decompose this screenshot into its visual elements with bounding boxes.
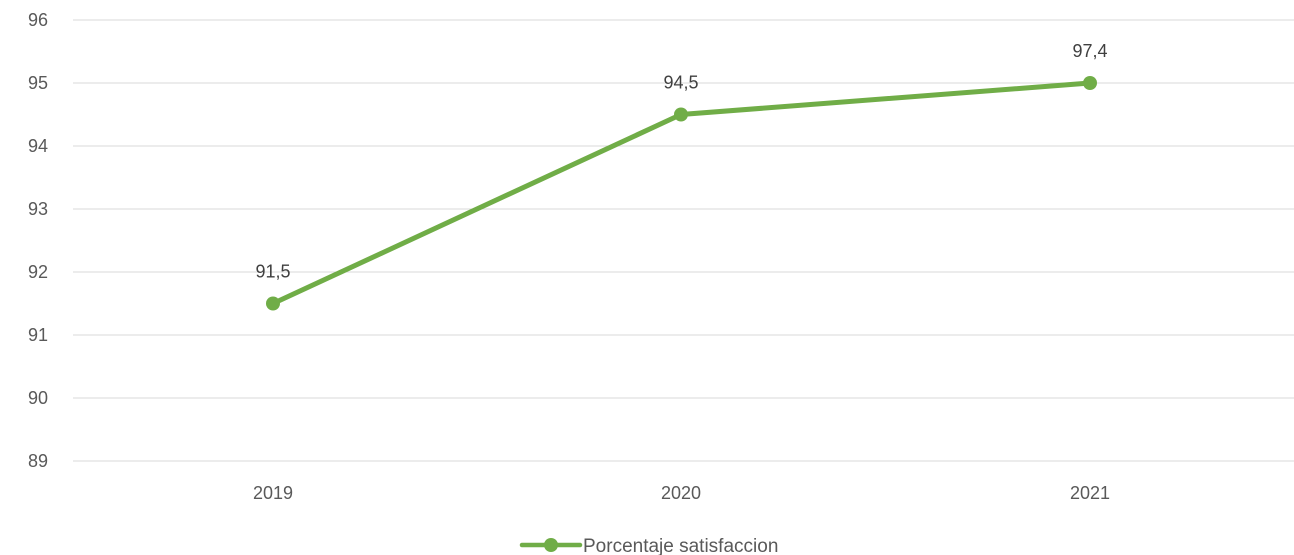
legend: Porcentaje satisfaccion	[519, 536, 778, 555]
legend-label-porcentaje-satisfaccion: Porcentaje satisfaccion	[583, 536, 778, 555]
y-tick-label-92: 92	[28, 262, 48, 282]
y-tick-label-91: 91	[28, 325, 48, 345]
gridlines	[73, 19, 1294, 462]
data-label-2019: 91,5	[255, 262, 290, 282]
x-tick-label-2020: 2020	[661, 483, 701, 503]
y-tick-label-93: 93	[28, 199, 48, 219]
series-porcentaje-satisfaccion	[266, 76, 1097, 311]
data-label-2021: 97,4	[1072, 41, 1107, 61]
y-tick-label-90: 90	[28, 388, 48, 408]
x-axis-tick-labels: 2019 2020 2021	[253, 483, 1110, 503]
y-tick-label-89: 89	[28, 451, 48, 471]
data-labels: 91,5 94,5 97,4	[255, 41, 1107, 282]
data-point-2019	[266, 296, 280, 311]
x-tick-label-2021: 2021	[1070, 483, 1110, 503]
y-tick-label-96: 96	[28, 10, 48, 30]
legend-swatch-marker	[544, 538, 558, 552]
y-tick-label-94: 94	[28, 136, 48, 156]
y-tick-label-95: 95	[28, 73, 48, 93]
x-tick-label-2019: 2019	[253, 483, 293, 503]
y-axis-tick-labels: 89 90 91 92 93 94 95 96	[28, 10, 48, 471]
data-point-2020	[674, 107, 688, 122]
data-label-2020: 94,5	[663, 73, 698, 93]
data-point-2021	[1083, 76, 1097, 90]
